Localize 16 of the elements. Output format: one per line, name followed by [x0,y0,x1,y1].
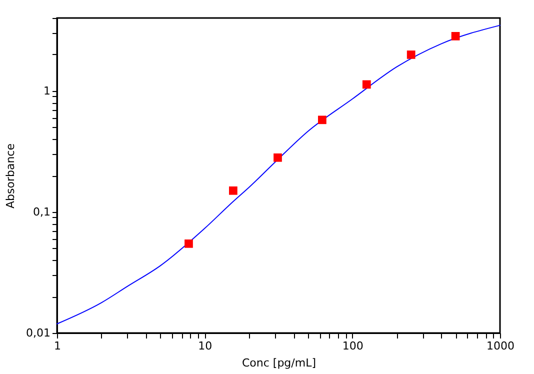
point [274,153,282,162]
x-tick-label: 1000 [486,340,514,352]
y-tick-label: 0,01 [26,326,50,340]
point [318,116,326,124]
x-tick-label: 1 [54,340,61,352]
point [362,80,371,89]
x-axis-title: Conc [pg/mL] [242,356,316,370]
point [451,32,460,40]
y-tick-label: 0,1 [33,205,50,218]
point [184,239,193,248]
x-tick-label: 10 [198,340,212,352]
point [229,186,238,195]
point [406,50,416,59]
y-axis-title: Absorbance [4,143,18,209]
y-tick-label: 1 [44,84,50,98]
x-tick-label: 100 [342,340,364,352]
